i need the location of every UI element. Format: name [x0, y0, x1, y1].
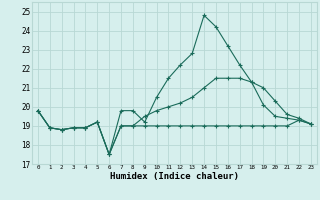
X-axis label: Humidex (Indice chaleur): Humidex (Indice chaleur) [110, 172, 239, 181]
